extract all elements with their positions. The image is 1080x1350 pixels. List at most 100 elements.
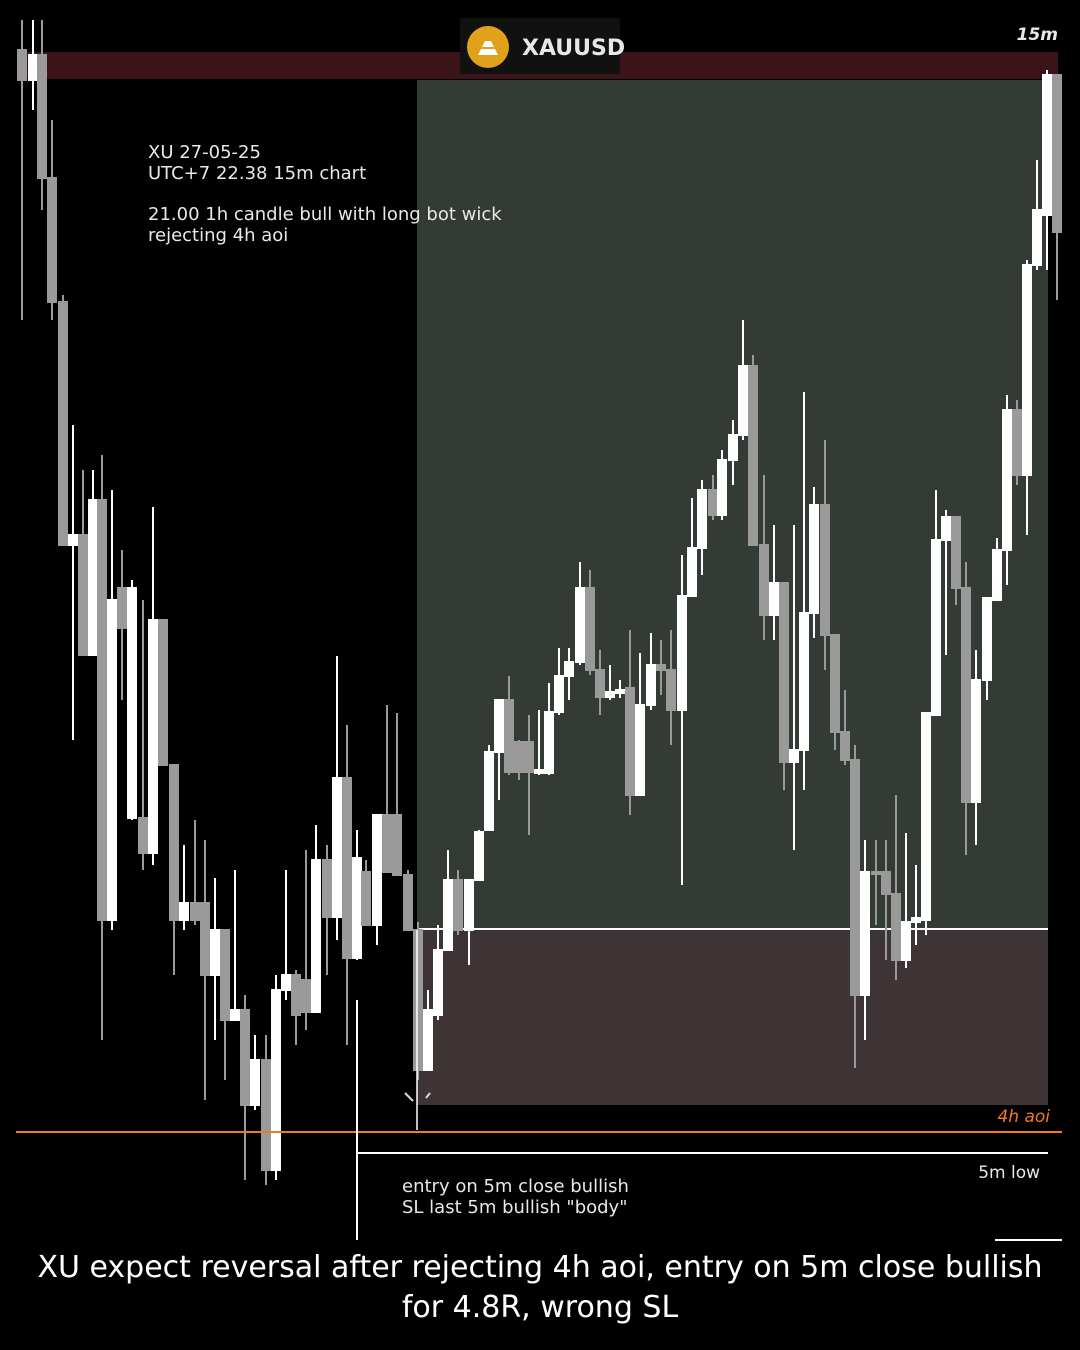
candle: [301, 850, 311, 1030]
timeframe: 15m: [1017, 25, 1058, 45]
candle: [646, 633, 656, 710]
candle: [474, 830, 484, 881]
candle: [37, 20, 47, 210]
candle: [728, 420, 738, 485]
candle: [951, 516, 961, 605]
candles: [17, 20, 1062, 1185]
candle: [1012, 400, 1022, 485]
candle: [230, 870, 240, 1021]
candle: [850, 745, 860, 1068]
candle: [544, 683, 554, 775]
candle: [210, 878, 220, 1040]
note-line: rejecting 4h aoi: [148, 225, 288, 246]
candle: [88, 470, 98, 656]
candle: [433, 925, 443, 1020]
candle: [881, 840, 891, 960]
candle: [799, 392, 809, 790]
candle: [656, 640, 666, 695]
candle: [595, 650, 605, 715]
candle: [97, 455, 107, 1040]
candle: [911, 865, 921, 945]
candle: [514, 740, 524, 780]
candle: [971, 650, 981, 845]
candle: [860, 840, 870, 1040]
candle: [830, 634, 840, 750]
candle: [982, 597, 992, 700]
candle: [342, 725, 352, 1045]
candle: [352, 830, 362, 960]
candle: [138, 600, 148, 870]
candle: [677, 555, 687, 885]
candle: [484, 745, 494, 831]
candle: [820, 440, 830, 670]
candle: [372, 814, 382, 945]
candle: [615, 680, 625, 698]
candle: [169, 764, 179, 975]
candle: [931, 490, 941, 716]
candle: [1022, 260, 1032, 535]
candle: [789, 525, 799, 850]
candle: [28, 20, 38, 110]
candle: [220, 929, 230, 1080]
candle: [1032, 160, 1042, 270]
candle: [322, 845, 332, 975]
candle: [250, 1035, 260, 1110]
candle: [47, 120, 57, 320]
candle: [738, 320, 748, 440]
candle: [332, 656, 342, 940]
candle: [961, 562, 971, 855]
risk-zone: [417, 929, 1048, 1105]
candle: [403, 870, 413, 931]
candle: [158, 619, 168, 766]
candle: [464, 879, 474, 965]
note-line: UTC+7 22.38 15m chart: [148, 163, 366, 184]
candle: [443, 850, 453, 951]
aoi-label: 4h aoi: [997, 1107, 1050, 1127]
candle: [534, 710, 544, 775]
candle: [127, 580, 137, 820]
candle: [392, 713, 402, 876]
candle: [68, 425, 78, 740]
caption: XU expect reversal after rejecting 4h ao…: [37, 1250, 1043, 1325]
candle: [504, 676, 514, 775]
profit-zone: [417, 80, 1048, 929]
candle: [17, 20, 27, 320]
candle: [575, 562, 585, 665]
candle: [413, 922, 423, 1080]
candle: [148, 507, 158, 865]
candle: [107, 490, 117, 930]
candle: [666, 630, 676, 745]
candle: [1002, 395, 1012, 585]
candle: [891, 795, 901, 980]
candle: [840, 690, 850, 765]
candle: [554, 648, 564, 715]
candle: [635, 653, 645, 796]
candle: [190, 820, 200, 925]
candle: [291, 970, 301, 1045]
entry-note: entry on 5m close bullish: [402, 1176, 629, 1197]
note-line: XU 27-05-25: [148, 142, 261, 163]
candle: [361, 860, 371, 926]
symbol: XAUUSD: [522, 36, 625, 61]
candle: [240, 995, 250, 1180]
candle: [261, 1035, 271, 1185]
candle: [311, 825, 321, 1013]
candle: [779, 582, 789, 790]
candle: [697, 480, 707, 575]
candle: [117, 550, 127, 700]
candle: [625, 630, 635, 815]
candle: [271, 975, 281, 1180]
candle: [992, 538, 1002, 601]
candle: [901, 833, 911, 968]
gold-bars: [478, 41, 498, 55]
candle: [759, 475, 769, 640]
candle: [58, 295, 68, 546]
candle: [200, 840, 210, 1100]
candle: [564, 648, 574, 700]
low-tick: [404, 1092, 431, 1102]
candle: [1052, 74, 1062, 300]
candle: [453, 870, 463, 935]
candle: [748, 355, 758, 546]
candle: [423, 990, 433, 1071]
